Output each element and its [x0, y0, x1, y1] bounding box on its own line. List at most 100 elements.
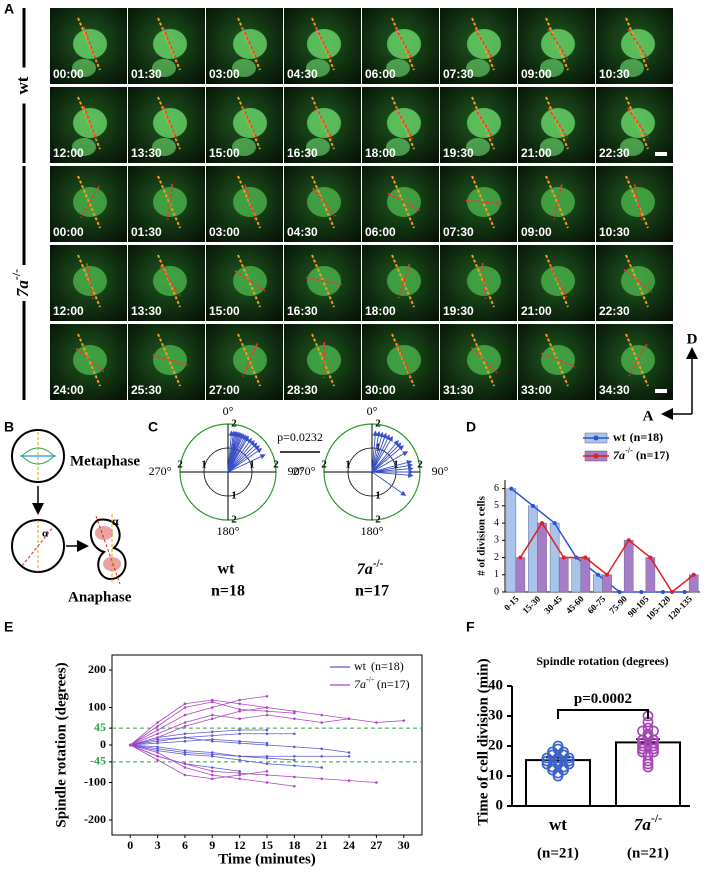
spindle-axis — [157, 17, 181, 71]
stage-label: Metaphase — [70, 453, 140, 469]
data-point — [547, 749, 558, 761]
timestamp: 13:30 — [131, 304, 162, 318]
direction-label: 270° — [293, 464, 316, 478]
label-bg — [12, 67, 36, 104]
spindle-axis — [391, 333, 415, 387]
spindle — [86, 263, 94, 299]
group-label-sup: -/- — [9, 269, 23, 280]
x-tick-label: 45-60 — [564, 593, 586, 615]
x-tick-label: 15 — [261, 838, 273, 852]
direction-label: 90° — [432, 464, 449, 478]
timestamp: 12:00 — [53, 304, 84, 318]
data-point — [541, 755, 553, 767]
marker — [583, 555, 588, 560]
marker — [605, 572, 610, 577]
spindle — [547, 107, 569, 139]
timestamp: 16:30 — [287, 304, 318, 318]
timestamp: 22:30 — [599, 304, 630, 318]
vector — [371, 471, 414, 478]
r-tick-label: 1 — [231, 490, 237, 502]
timestamp: 21:00 — [521, 146, 552, 160]
point — [293, 711, 296, 715]
spindle-axis — [471, 96, 495, 150]
plot-n: n=18 — [211, 583, 245, 600]
panel-label: A — [4, 1, 14, 17]
data-point — [558, 746, 569, 758]
r-tick-label: 1 — [249, 459, 255, 471]
spindle-axis — [157, 254, 181, 308]
spindle — [470, 346, 498, 374]
data-point — [547, 761, 558, 773]
data-point — [552, 770, 564, 782]
spindle — [83, 105, 97, 141]
spindle-axis — [77, 254, 101, 308]
bar — [580, 557, 591, 593]
p-value: p=0.0232 — [277, 430, 323, 444]
spindle-axis — [157, 333, 181, 387]
spindle — [474, 28, 494, 60]
data-point — [637, 737, 648, 749]
trajectory — [129, 699, 268, 746]
spindle-axis — [237, 96, 261, 150]
spindle — [75, 347, 105, 373]
data-point — [642, 722, 654, 734]
x-tick-label: 120-135 — [666, 593, 695, 622]
spindle — [241, 106, 259, 140]
y-tick-label: 10 — [488, 767, 503, 783]
vector — [227, 435, 249, 473]
cell — [621, 29, 655, 59]
legend-label: wt (n=18) — [354, 659, 404, 673]
timestamp: 22:30 — [599, 146, 630, 160]
spindle — [322, 341, 326, 379]
y-tick-label: 5 — [494, 500, 499, 511]
bar — [528, 505, 538, 593]
vector — [371, 451, 409, 473]
timestamp: 24:00 — [53, 383, 84, 397]
trajectory — [130, 738, 268, 746]
vector — [371, 459, 413, 473]
spindle — [394, 106, 414, 140]
label-bg — [12, 265, 36, 301]
bar — [558, 557, 569, 593]
cell — [152, 59, 176, 77]
point — [293, 784, 296, 788]
cell — [386, 59, 410, 77]
timestamp: 25:30 — [131, 383, 162, 397]
vector — [227, 448, 263, 473]
x-tick-label: 7a-/- — [634, 811, 662, 834]
spindle — [481, 262, 487, 300]
x-tick-label-main: 7a — [634, 815, 652, 834]
spindle — [234, 270, 266, 292]
timestamp: 09:00 — [521, 67, 552, 81]
timestamp: 18:00 — [365, 304, 396, 318]
timestamp: 27:00 — [209, 383, 240, 397]
trajectory — [130, 714, 350, 746]
y-axis-label: Time of cell division (min) — [475, 658, 491, 825]
spindle-axis — [157, 175, 181, 229]
bar — [549, 522, 560, 593]
vector — [371, 430, 381, 473]
timestamp: 09:00 — [521, 225, 552, 239]
spindle — [162, 106, 178, 140]
marker — [530, 503, 535, 508]
cell — [306, 138, 330, 156]
data-point — [558, 764, 569, 776]
timestamp: 33:00 — [521, 383, 552, 397]
panel-label: E — [4, 619, 13, 635]
data-point — [648, 725, 659, 737]
x-axis-label: Spindle rotation (degrees) — [536, 654, 668, 668]
spindle — [159, 265, 181, 297]
point — [375, 781, 378, 784]
cell — [232, 59, 256, 77]
spindle-axis — [545, 96, 569, 150]
plot-n: n=17 — [355, 583, 389, 600]
spindle-axis — [471, 17, 495, 71]
r-tick-label: 2 — [273, 459, 279, 471]
timestamp: 12:00 — [53, 146, 84, 160]
data-point — [558, 761, 569, 773]
angle-label: α — [42, 528, 49, 540]
spindle-axis — [625, 17, 649, 71]
timestamp: 19:30 — [443, 146, 474, 160]
spindle-axis — [391, 254, 415, 308]
cell — [307, 29, 341, 59]
